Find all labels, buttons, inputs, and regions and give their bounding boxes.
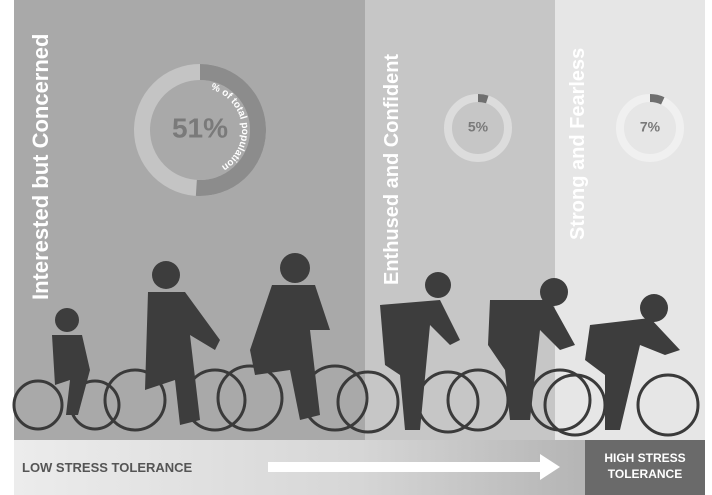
panel-title: Strong and Fearless	[567, 48, 589, 240]
donut-value-label: 5%	[468, 119, 489, 135]
footer-right-box: HIGH STRESS TOLERANCE	[588, 450, 702, 492]
footer-left: LOW STRESS TOLERANCE	[22, 460, 193, 475]
footer-right: HIGH STRESS TOLERANCE	[588, 450, 702, 482]
donut-arc	[478, 98, 487, 99]
donut-arc	[650, 98, 663, 101]
panel-title: Interested but Concerned	[28, 34, 53, 300]
infographic: LOW STRESS TOLERANCE HIGH STRESS TOLERAN…	[0, 0, 712, 495]
donut-value-label: 51%	[172, 112, 228, 143]
panel-title: Enthused and Confident	[381, 54, 403, 285]
donut-value-label: 7%	[640, 119, 661, 135]
